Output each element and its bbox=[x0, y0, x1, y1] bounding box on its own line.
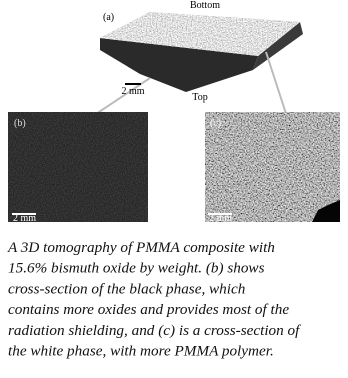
panel-a: (a) Bottom Top 2 mm bbox=[77, 0, 303, 127]
caption-line: contains more oxides and provides most o… bbox=[8, 301, 289, 318]
panel-label: (c) bbox=[210, 118, 221, 129]
scale-label: 2 mm bbox=[209, 213, 232, 224]
orientation-label: Bottom bbox=[190, 0, 220, 11]
caption: A 3D tomography of PMMA composite with 15… bbox=[7, 239, 301, 360]
orientation-label: Top bbox=[192, 92, 207, 103]
scale-bar bbox=[208, 213, 232, 215]
image-texture bbox=[205, 112, 340, 222]
scale-bar bbox=[12, 213, 36, 215]
panel-b: (b) 2 mm bbox=[8, 112, 148, 224]
scale-label: 2 mm bbox=[121, 86, 144, 97]
caption-line: A 3D tomography of PMMA composite with bbox=[7, 239, 275, 256]
panel-label: (b) bbox=[14, 118, 26, 129]
dark-region bbox=[312, 200, 340, 222]
caption-line: 15.6% bismuth oxide by weight. (b) shows bbox=[8, 260, 265, 277]
scale-label: 2 mm bbox=[13, 213, 36, 224]
block-side bbox=[253, 22, 303, 70]
image-texture bbox=[8, 112, 148, 222]
caption-line: radiation shielding, and (c) is a cross-… bbox=[8, 322, 301, 339]
caption-line: cross-section of the black phase, which bbox=[8, 280, 245, 297]
panel-c: (c) 2 mm bbox=[205, 112, 340, 224]
caption-line: the white phase, with more PMMA polymer. bbox=[8, 343, 274, 360]
panel-label: (a) bbox=[103, 12, 114, 23]
